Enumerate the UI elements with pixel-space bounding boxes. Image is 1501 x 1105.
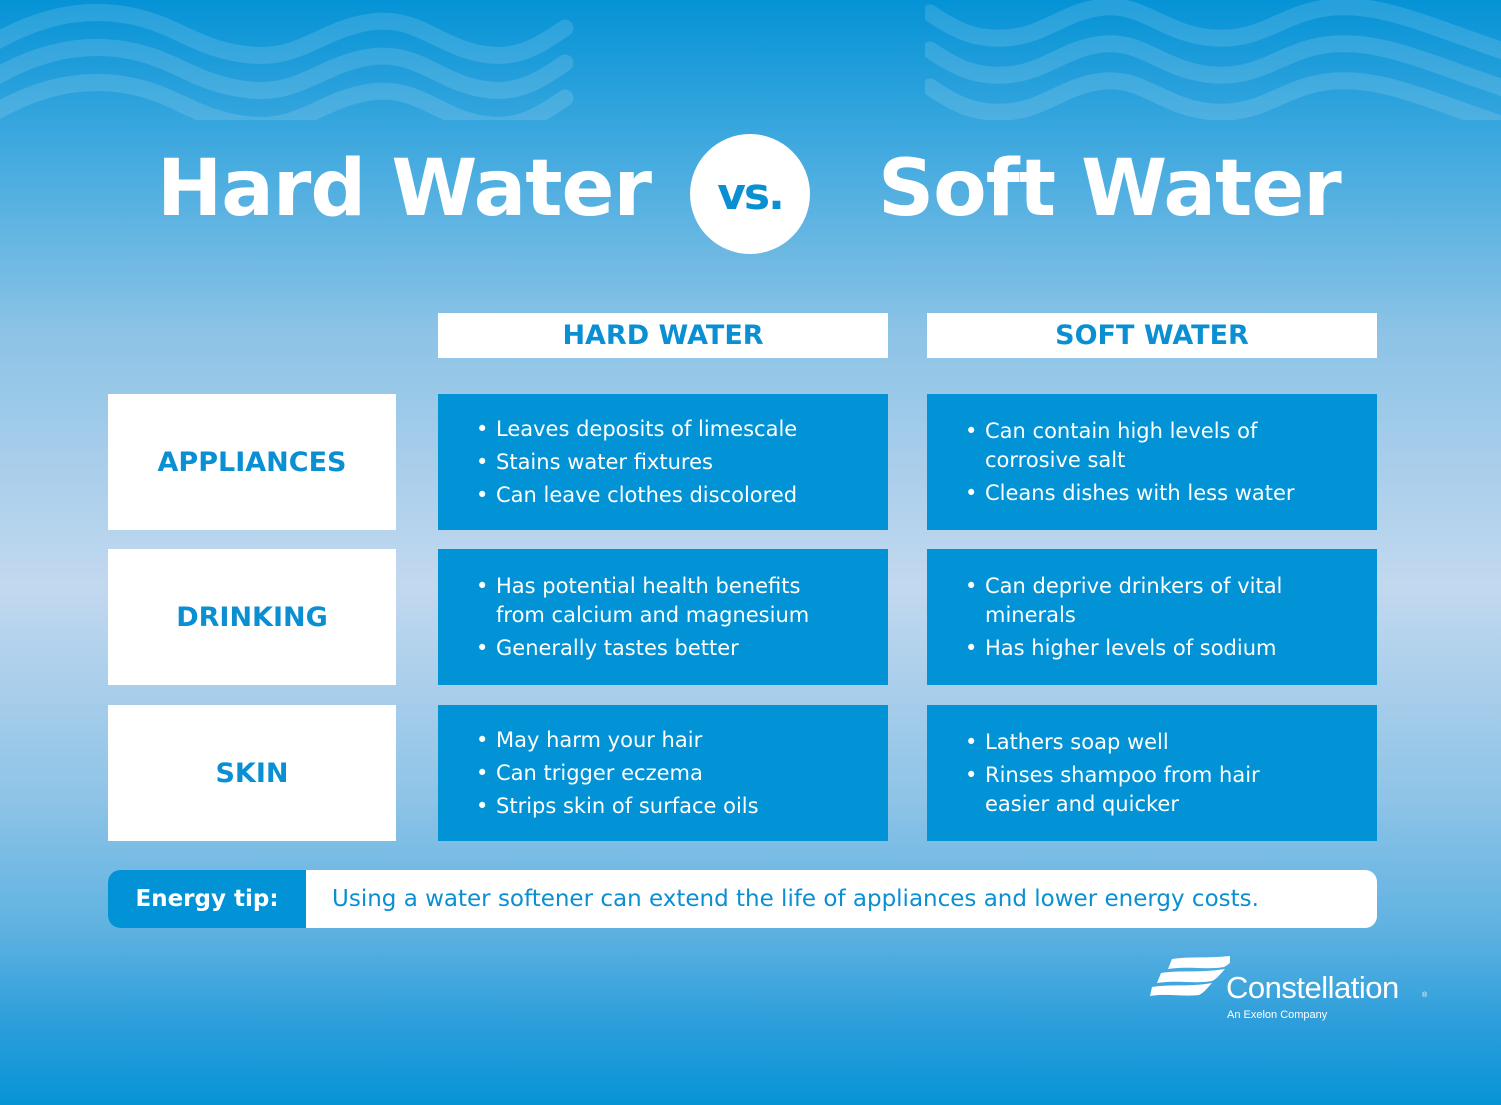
list-item: Can deprive drinkers of vital minerals [965,572,1310,630]
list-item: Rinses shampoo from hair easier and quic… [965,761,1290,819]
column-header-hard-water: HARD WATER [438,313,888,358]
energy-tip-text: Using a water softener can extend the li… [332,886,1259,912]
list-item: Strips skin of surface oils [476,792,759,821]
cell-drinking-hard: Has potential health benefits from calci… [438,549,888,685]
cell-skin-soft: Lathers soap well Rinses shampoo from ha… [927,705,1377,841]
column-header-soft-water: SOFT WATER [927,313,1377,358]
vs-label: vs. [717,168,785,220]
list-item: Generally tastes better [476,634,846,663]
list-item: Has potential health benefits from calci… [476,572,846,630]
cell-appliances-soft: Can contain high levels of corrosive sal… [927,394,1377,530]
list-item: Stains water fixtures [476,448,797,477]
bullet-list: Leaves deposits of limescale Stains wate… [476,415,797,510]
bullet-list: May harm your hair Can trigger eczema St… [476,726,759,821]
list-item: Leaves deposits of limescale [476,415,797,444]
bullet-list: Lathers soap well Rinses shampoo from ha… [965,728,1290,819]
list-item: Lathers soap well [965,728,1290,757]
cell-drinking-soft: Can deprive drinkers of vital minerals H… [927,549,1377,685]
list-item: Cleans dishes with less water [965,479,1295,508]
list-item: Can trigger eczema [476,759,759,788]
title-hard-water: Hard Water [157,144,652,234]
list-item: Has higher levels of sodium [965,634,1310,663]
registered-mark: ® [1422,992,1428,999]
row-label-skin: SKIN [108,705,396,841]
bullet-list: Has potential health benefits from calci… [476,572,846,663]
row-label-drinking: DRINKING [108,549,396,685]
list-item: Can contain high levels of corrosive sal… [965,417,1285,475]
list-item: May harm your hair [476,726,759,755]
cell-appliances-hard: Leaves deposits of limescale Stains wate… [438,394,888,530]
brand-tagline: An Exelon Company [1227,1009,1328,1021]
row-label-appliances: APPLIANCES [108,394,396,530]
cell-skin-hard: May harm your hair Can trigger eczema St… [438,705,888,841]
constellation-logo-icon [1150,955,1230,996]
title-soft-water: Soft Water [878,144,1342,234]
bullet-list: Can deprive drinkers of vital minerals H… [965,572,1310,663]
wave-pattern-left-icon [0,3,574,120]
energy-tip-label: Energy tip: [108,870,306,928]
list-item: Can leave clothes discolored [476,481,797,510]
bullet-list: Can contain high levels of corrosive sal… [965,417,1295,508]
energy-tip-banner: Energy tip: Using a water softener can e… [108,870,1377,928]
brand-name: Constellation [1226,970,1399,1005]
wave-pattern-right-icon [925,0,1501,120]
vs-badge: vs. [690,134,810,254]
